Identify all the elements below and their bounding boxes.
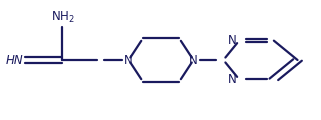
Text: NH$_2$: NH$_2$: [50, 10, 74, 25]
Text: N: N: [124, 54, 133, 66]
Text: N: N: [189, 54, 198, 66]
Text: HN: HN: [5, 54, 23, 66]
Text: N: N: [228, 73, 237, 86]
Text: N: N: [228, 34, 237, 47]
